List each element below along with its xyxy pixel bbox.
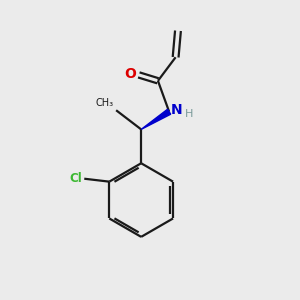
Text: Cl: Cl [69, 172, 82, 185]
Text: N: N [171, 103, 182, 117]
Text: CH₃: CH₃ [96, 98, 114, 108]
Text: O: O [124, 67, 136, 81]
Text: H: H [185, 109, 194, 119]
Polygon shape [141, 109, 171, 129]
